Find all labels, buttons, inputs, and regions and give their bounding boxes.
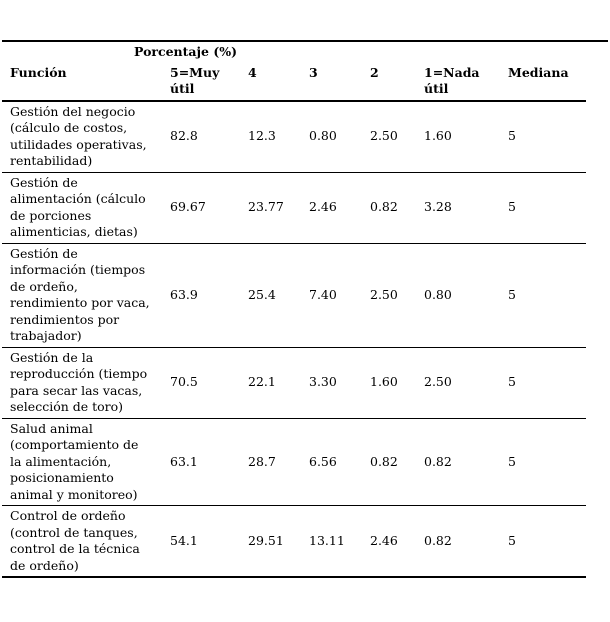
table-row: Gestión de información (tiempos de ordeñ… bbox=[2, 243, 587, 348]
table-row: Salud animal (comportamiento de la alime… bbox=[2, 418, 587, 506]
value-cell-3: 7.40 bbox=[301, 243, 362, 348]
value-cell-4: 28.7 bbox=[240, 418, 301, 506]
column-header-2: 2 bbox=[362, 62, 416, 102]
table-row: Gestión de la reproducción (tiempo para … bbox=[2, 347, 587, 419]
value-cell-5: 54.1 bbox=[162, 505, 240, 578]
mediana-cell: 5 bbox=[500, 172, 587, 244]
mediana-cell: 5 bbox=[500, 418, 587, 506]
value-cell-3: 2.46 bbox=[301, 172, 362, 244]
value-cell-2: 2.50 bbox=[362, 100, 416, 173]
value-cell-1: 1.60 bbox=[416, 100, 500, 173]
table-row: Control de ordeño (control de tanques, c… bbox=[2, 505, 587, 578]
column-header-1-nada-util: 1=Nada útil bbox=[416, 62, 500, 102]
table-row: Gestión del negocio (cálculo de costos, … bbox=[2, 100, 587, 173]
value-cell-4: 12.3 bbox=[240, 100, 301, 173]
value-cell-5: 82.8 bbox=[162, 100, 240, 173]
value-cell-1: 3.28 bbox=[416, 172, 500, 244]
results-table: Porcentaje (%) Función 5=Muy útil 4 3 2 … bbox=[2, 42, 587, 578]
value-cell-4: 23.77 bbox=[240, 172, 301, 244]
funcion-cell: Salud animal (comportamiento de la alime… bbox=[2, 418, 162, 506]
table-row: Gestión de alimentación (cálculo de porc… bbox=[2, 172, 587, 244]
mediana-cell: 5 bbox=[500, 505, 587, 578]
column-header-3: 3 bbox=[301, 62, 362, 102]
value-cell-3: 3.30 bbox=[301, 347, 362, 419]
value-cell-5: 63.9 bbox=[162, 243, 240, 348]
funcion-cell: Control de ordeño (control de tanques, c… bbox=[2, 505, 162, 578]
funcion-cell: Gestión del negocio (cálculo de costos, … bbox=[2, 100, 162, 173]
value-cell-3: 0.80 bbox=[301, 100, 362, 173]
funcion-cell: Gestión de la reproducción (tiempo para … bbox=[2, 347, 162, 419]
spanning-header-row: Porcentaje (%) bbox=[2, 42, 586, 63]
value-cell-3: 13.11 bbox=[301, 505, 362, 578]
value-cell-1: 0.82 bbox=[416, 418, 500, 506]
value-cell-2: 2.50 bbox=[362, 243, 416, 348]
funcion-cell: Gestión de información (tiempos de ordeñ… bbox=[2, 243, 162, 348]
results-table-wrapper: Porcentaje (%) Función 5=Muy útil 4 3 2 … bbox=[2, 40, 608, 578]
value-cell-3: 6.56 bbox=[301, 418, 362, 506]
column-header-5-muy-util: 5=Muy útil bbox=[162, 62, 240, 102]
value-cell-1: 2.50 bbox=[416, 347, 500, 419]
mediana-cell: 5 bbox=[500, 347, 587, 419]
value-cell-1: 0.80 bbox=[416, 243, 500, 348]
value-cell-2: 2.46 bbox=[362, 505, 416, 578]
table-body: Gestión del negocio (cálculo de costos, … bbox=[2, 100, 587, 578]
table-header: Porcentaje (%) Función 5=Muy útil 4 3 2 … bbox=[2, 42, 587, 102]
porcentaje-spanning-header: Porcentaje (%) bbox=[134, 44, 238, 59]
column-header-mediana: Mediana bbox=[500, 62, 587, 102]
column-header-row: Función 5=Muy útil 4 3 2 1=Nada útil Med… bbox=[2, 62, 587, 102]
column-header-4: 4 bbox=[240, 62, 301, 102]
value-cell-2: 1.60 bbox=[362, 347, 416, 419]
funcion-cell: Gestión de alimentación (cálculo de porc… bbox=[2, 172, 162, 244]
value-cell-5: 63.1 bbox=[162, 418, 240, 506]
value-cell-4: 22.1 bbox=[240, 347, 301, 419]
column-header-funcion: Función bbox=[2, 62, 162, 102]
value-cell-2: 0.82 bbox=[362, 418, 416, 506]
value-cell-1: 0.82 bbox=[416, 505, 500, 578]
value-cell-4: 29.51 bbox=[240, 505, 301, 578]
value-cell-5: 69.67 bbox=[162, 172, 240, 244]
value-cell-2: 0.82 bbox=[362, 172, 416, 244]
page: { "colors": { "text": "#000000", "backgr… bbox=[0, 40, 610, 622]
value-cell-5: 70.5 bbox=[162, 347, 240, 419]
mediana-cell: 5 bbox=[500, 100, 587, 173]
value-cell-4: 25.4 bbox=[240, 243, 301, 348]
mediana-cell: 5 bbox=[500, 243, 587, 348]
